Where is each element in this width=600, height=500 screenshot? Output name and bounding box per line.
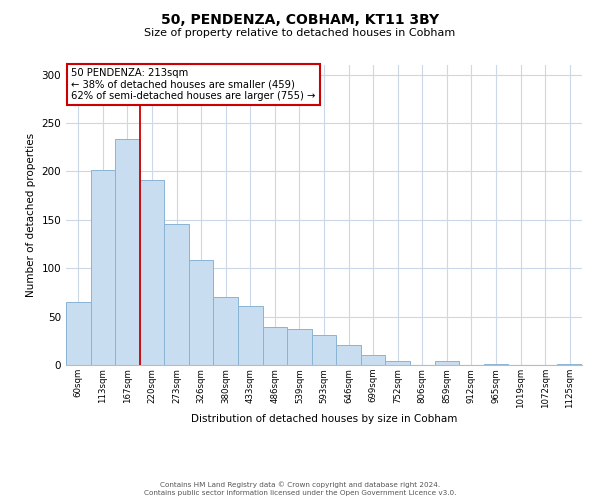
Bar [361,356,385,365]
Bar [164,224,189,365]
Bar [91,170,115,365]
Bar [385,361,410,365]
Bar [336,344,361,365]
Bar [115,138,140,365]
Text: Contains public sector information licensed under the Open Government Licence v3: Contains public sector information licen… [144,490,456,496]
Bar [189,260,214,365]
Bar [66,302,91,365]
Bar [214,298,238,365]
Text: Contains HM Land Registry data © Crown copyright and database right 2024.: Contains HM Land Registry data © Crown c… [160,481,440,488]
Text: 50, PENDENZA, COBHAM, KT11 3BY: 50, PENDENZA, COBHAM, KT11 3BY [161,12,439,26]
Bar [484,364,508,365]
Text: Size of property relative to detached houses in Cobham: Size of property relative to detached ho… [145,28,455,38]
Bar [287,329,312,365]
Y-axis label: Number of detached properties: Number of detached properties [26,133,36,297]
Bar [263,328,287,365]
Bar [238,306,263,365]
Text: 50 PENDENZA: 213sqm
← 38% of detached houses are smaller (459)
62% of semi-detac: 50 PENDENZA: 213sqm ← 38% of detached ho… [71,68,316,101]
Bar [312,335,336,365]
Bar [557,364,582,365]
Bar [434,361,459,365]
Bar [140,180,164,365]
X-axis label: Distribution of detached houses by size in Cobham: Distribution of detached houses by size … [191,414,457,424]
